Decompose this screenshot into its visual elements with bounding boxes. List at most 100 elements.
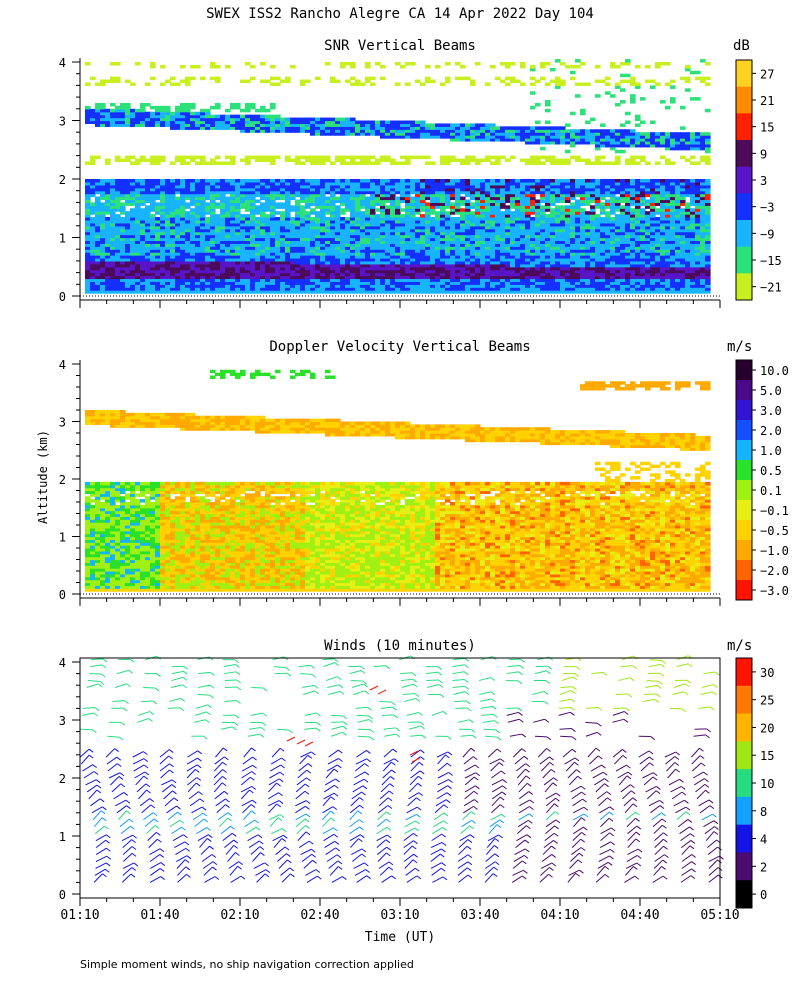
heat-cell: [505, 249, 511, 253]
heat-cell: [445, 255, 451, 259]
heat-cell: [230, 290, 236, 294]
heat-cell: [590, 117, 596, 122]
heat-cell: [355, 257, 361, 262]
heat-cell: [235, 231, 241, 236]
heat-cell: [215, 287, 221, 291]
heat-cell: [210, 278, 216, 282]
heat-cell: [275, 255, 281, 259]
heat-cell: [565, 208, 571, 212]
heat-cell: [385, 284, 391, 288]
heat-cell: [340, 249, 346, 253]
heat-cell: [465, 202, 471, 206]
heat-cell: [350, 269, 356, 274]
heat-cell: [585, 272, 591, 277]
heat-cell: [340, 260, 346, 265]
heat-cell: [175, 237, 181, 242]
heat-cell: [260, 126, 266, 130]
heat-cell: [365, 79, 371, 84]
heat-cell: [410, 129, 416, 133]
heat-cell: [185, 290, 191, 294]
heat-cell: [320, 129, 326, 133]
heat-cell: [505, 214, 511, 218]
heat-cell: [210, 126, 216, 130]
heat-cell: [560, 237, 566, 242]
heat-cell: [570, 179, 576, 183]
heat-cell: [140, 243, 146, 247]
heat-cell: [445, 135, 451, 139]
heat-cell: [85, 111, 91, 116]
heat-cell: [535, 202, 541, 206]
heat-cell: [310, 249, 316, 253]
heat-cell: [560, 82, 566, 86]
heat-cell: [230, 275, 236, 280]
heat-cell: [235, 217, 241, 221]
heat-cell: [355, 211, 361, 215]
heat-cell: [280, 120, 286, 125]
heat-cell: [525, 187, 531, 192]
heat-cell: [440, 184, 446, 189]
heat-cell: [190, 179, 196, 183]
heat-cell: [330, 184, 336, 189]
heat-cell: [185, 243, 191, 247]
heat-cell: [555, 76, 561, 81]
heat-cell: [485, 222, 491, 227]
heat-cell: [105, 290, 111, 294]
heat-cell: [140, 246, 146, 250]
heat-cell: [555, 243, 561, 247]
heat-cell: [400, 234, 406, 239]
heat-cell: [110, 278, 116, 282]
heat-cell: [115, 260, 121, 265]
heat-cell: [300, 196, 306, 201]
heat-cell: [320, 202, 326, 206]
heat-cell: [580, 208, 586, 212]
heat-cell: [355, 208, 361, 212]
heat-cell: [305, 202, 311, 206]
heat-cell: [135, 62, 141, 66]
heat-cell: [490, 155, 496, 160]
heat-cell: [340, 266, 346, 271]
heat-cell: [235, 225, 241, 230]
heat-cell: [330, 281, 336, 285]
heat-cell: [480, 158, 486, 163]
heat-cell: [240, 184, 246, 189]
heat-cell: [165, 228, 171, 233]
heat-cell: [225, 117, 231, 122]
heat-cell: [250, 193, 256, 198]
heat-cell: [200, 257, 206, 262]
heat-cell: [450, 287, 456, 291]
heat-cell: [440, 132, 446, 136]
heat-cell: [595, 94, 601, 98]
heat-cell: [385, 275, 391, 280]
heat-cell: [225, 266, 231, 271]
heat-cell: [245, 290, 251, 294]
heat-cell: [375, 202, 381, 206]
heat-cell: [235, 117, 241, 122]
heat-cell: [130, 219, 136, 224]
heat-cell: [165, 108, 171, 113]
heat-cell: [380, 243, 386, 247]
heat-cell: [85, 240, 91, 244]
heat-cell: [240, 272, 246, 277]
heat-cell: [220, 272, 226, 277]
heat-cell: [560, 179, 566, 183]
heat-cell: [515, 184, 521, 189]
heat-cell: [270, 281, 276, 285]
heat-cell: [275, 179, 281, 183]
heat-cell: [465, 243, 471, 247]
heat-cell: [85, 237, 91, 242]
heat-cell: [540, 76, 546, 81]
heat-cell: [170, 196, 176, 201]
heat-cell: [85, 222, 91, 227]
heat-cell: [160, 184, 166, 189]
heat-cell: [505, 135, 511, 139]
heat-cell: [555, 193, 561, 198]
heat-cell: [360, 129, 366, 133]
heat-cell: [160, 82, 166, 86]
heat-cell: [155, 278, 161, 282]
heat-cell: [380, 263, 386, 268]
heat-cell: [280, 266, 286, 271]
heat-cell: [275, 202, 281, 206]
heat-cell: [85, 202, 91, 206]
heat-cell: [410, 155, 416, 160]
heat-cell: [230, 278, 236, 282]
